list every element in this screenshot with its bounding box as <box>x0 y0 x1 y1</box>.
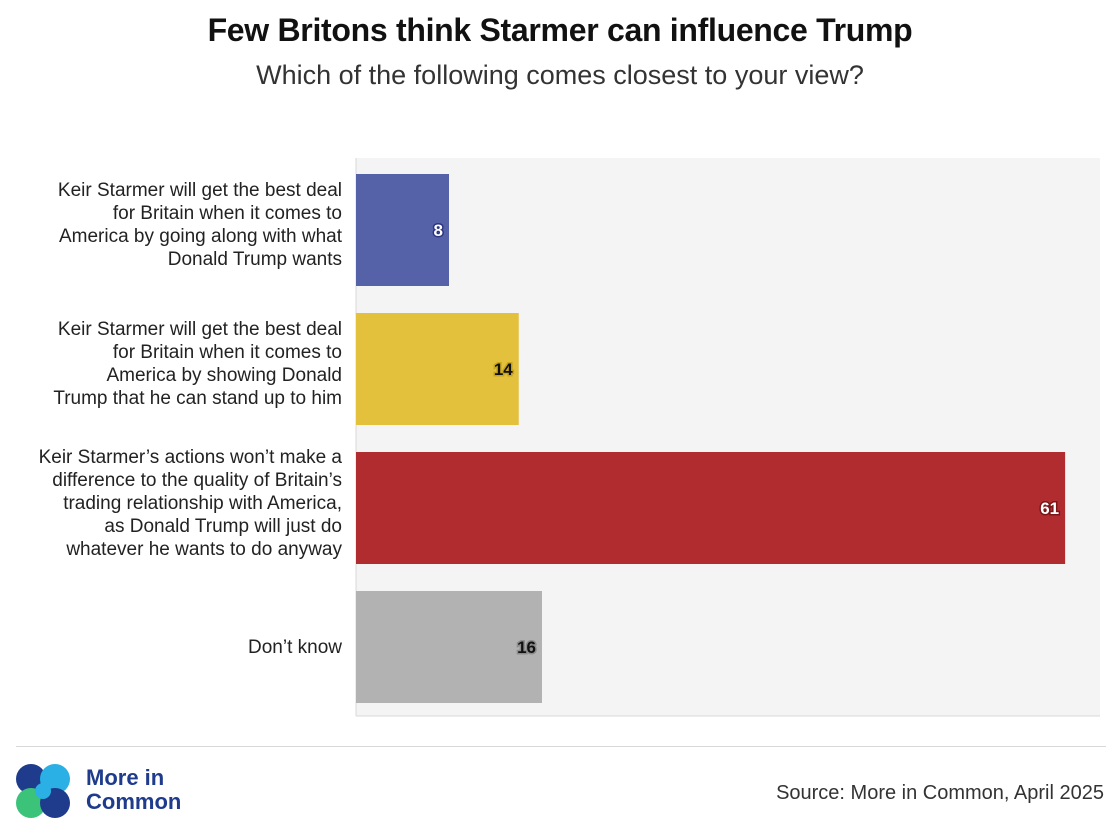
category-label-line: difference to the quality of Britain’s <box>52 470 342 491</box>
bar <box>356 313 519 425</box>
chart-subtitle: Which of the following comes closest to … <box>256 60 864 90</box>
category-label-line: America by going along with what <box>58 226 342 247</box>
category-label: Keir Starmer’s actions won’t make a diff… <box>2 446 342 561</box>
bar <box>356 174 449 286</box>
category-label-line: for Britain when it comes to <box>112 203 342 224</box>
category-label-line: Keir Starmer will get the best deal <box>57 180 342 201</box>
category-label: Keir Starmer will get the best deal for … <box>2 179 342 271</box>
logo-wordmark: More in Common <box>86 766 206 814</box>
bar <box>356 452 1066 564</box>
category-label-line: Trump that he can stand up to him <box>53 388 342 409</box>
logo-center <box>35 783 51 799</box>
category-label-line: whatever he wants to do anyway <box>66 539 342 560</box>
brand-logo: More in Common <box>14 762 204 822</box>
bar <box>356 591 542 703</box>
bar-value-label: 8 <box>434 221 443 240</box>
category-label-line: Keir Starmer will get the best deal <box>57 319 342 340</box>
logo-mark-icon <box>16 764 70 818</box>
source-note: Source: More in Common, April 2025 <box>776 782 1104 804</box>
bar-value-label: 16 <box>517 638 536 657</box>
bar-value-label: 61 <box>1040 499 1059 518</box>
category-label: Don’t know <box>2 636 342 659</box>
category-label: Keir Starmer will get the best deal for … <box>2 318 342 410</box>
logo-line-1: More in <box>86 765 165 790</box>
category-label-line: Donald Trump wants <box>167 249 342 270</box>
category-label-line: Keir Starmer’s actions won’t make a <box>38 447 342 468</box>
footer-divider <box>16 746 1106 747</box>
category-label-line: America by showing Donald <box>106 365 342 386</box>
category-label-line: Don’t know <box>248 637 342 658</box>
bar-chart: 8 14 61 16 <box>355 158 1100 717</box>
category-label-line: trading relationship with America, <box>63 493 342 514</box>
category-label-line: for Britain when it comes to <box>112 342 342 363</box>
category-label-line: as Donald Trump will just do <box>104 516 342 537</box>
logo-line-2: Common <box>86 789 182 814</box>
chart-title: Few Britons think Starmer can influence … <box>207 12 913 48</box>
bar-value-label: 14 <box>494 360 513 379</box>
